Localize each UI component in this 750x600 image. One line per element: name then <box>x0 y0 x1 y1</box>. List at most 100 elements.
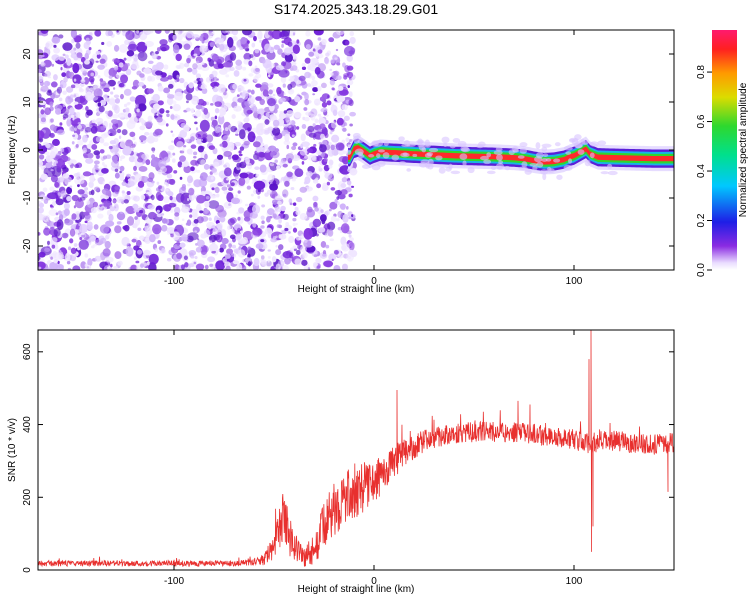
noise-speckle <box>152 149 155 153</box>
noise-speckle <box>182 147 185 152</box>
noise-speckle <box>196 64 203 70</box>
noise-speckle <box>237 216 241 221</box>
noise-speckle <box>125 139 134 148</box>
noise-speckle <box>113 66 119 71</box>
noise-speckle <box>156 47 161 52</box>
noise-speckle <box>72 74 82 85</box>
faint-blob <box>524 169 532 175</box>
noise-speckle <box>245 157 250 165</box>
noise-speckle <box>84 220 88 224</box>
noise-speckle <box>249 54 254 58</box>
noise-speckle <box>106 232 111 237</box>
noise-speckle <box>303 155 309 159</box>
noise-speckle <box>336 218 340 222</box>
noise-speckle <box>166 94 175 99</box>
noise-speckle <box>78 239 89 250</box>
noise-speckle <box>175 193 185 203</box>
noise-speckle <box>97 206 103 212</box>
noise-speckle <box>189 214 193 218</box>
noise-speckle <box>100 133 108 139</box>
noise-speckle <box>127 43 138 52</box>
noise-speckle <box>112 58 117 63</box>
noise-speckle <box>111 119 119 124</box>
noise-speckle <box>279 111 283 114</box>
snr-ytick-label: 0 <box>22 567 33 573</box>
noise-speckle <box>125 107 130 113</box>
faint-blob <box>565 151 572 155</box>
noise-speckle <box>348 91 353 98</box>
noise-speckle <box>236 263 243 270</box>
noise-speckle <box>56 129 65 136</box>
noise-speckle <box>263 129 270 135</box>
noise-speckle <box>211 250 216 254</box>
noise-speckle <box>155 50 159 55</box>
noise-speckle <box>340 223 350 234</box>
chart-title: S174.2025.343.18.29.G01 <box>274 1 438 17</box>
noise-speckle <box>324 57 330 65</box>
noise-speckle <box>107 131 111 134</box>
noise-speckle <box>72 134 76 137</box>
noise-speckle <box>260 255 265 260</box>
noise-speckle <box>311 155 317 162</box>
noise-speckle <box>139 244 143 248</box>
noise-speckle <box>219 43 225 51</box>
noise-speckle <box>329 68 333 72</box>
noise-speckle <box>207 256 216 263</box>
noise-speckle <box>253 257 260 267</box>
noise-speckle <box>204 208 209 215</box>
noise-speckle <box>346 180 352 186</box>
noise-speckle <box>103 164 108 169</box>
noise-speckle <box>205 77 211 83</box>
noise-speckle <box>94 186 100 192</box>
noise-speckle <box>119 175 125 181</box>
noise-speckle <box>190 108 195 114</box>
noise-speckle <box>95 169 99 173</box>
noise-speckle <box>179 242 186 248</box>
noise-speckle <box>316 155 323 162</box>
noise-speckle <box>256 108 263 114</box>
noise-speckle <box>226 177 230 181</box>
noise-speckle <box>121 190 125 194</box>
noise-speckle <box>290 186 295 191</box>
noise-speckle <box>96 154 100 159</box>
noise-speckle <box>243 52 252 61</box>
noise-speckle <box>181 90 184 93</box>
noise-speckle <box>40 54 45 58</box>
noise-speckle <box>341 263 349 270</box>
noise-speckle <box>179 30 183 34</box>
noise-speckle <box>84 187 89 191</box>
noise-speckle <box>136 108 140 113</box>
noise-speckle <box>267 98 276 107</box>
noise-speckle <box>190 166 195 172</box>
noise-speckle <box>333 264 341 270</box>
noise-speckle <box>213 61 217 65</box>
noise-speckle <box>119 211 124 214</box>
noise-speckle <box>77 189 85 195</box>
noise-speckle <box>186 57 191 64</box>
noise-speckle <box>319 123 326 130</box>
noise-speckle <box>195 127 199 131</box>
noise-speckle <box>283 47 292 56</box>
faint-blob <box>508 149 515 156</box>
noise-speckle <box>347 84 350 89</box>
noise-speckle <box>70 30 77 39</box>
noise-speckle <box>304 71 311 79</box>
noise-speckle <box>230 197 241 205</box>
noise-speckle <box>304 57 311 64</box>
noise-speckle <box>89 235 96 242</box>
noise-speckle <box>121 181 127 186</box>
noise-speckle <box>261 220 265 225</box>
noise-speckle <box>214 115 218 120</box>
noise-speckle <box>38 68 42 73</box>
noise-speckle <box>67 267 72 270</box>
noise-speckle <box>335 142 345 151</box>
noise-speckle <box>260 215 265 220</box>
noise-speckle <box>216 232 223 241</box>
noise-speckle <box>177 32 183 41</box>
noise-speckle <box>232 260 240 265</box>
noise-speckle <box>184 262 189 268</box>
noise-speckle <box>53 258 58 264</box>
spectrogram-xtick-label: 0 <box>371 276 377 287</box>
